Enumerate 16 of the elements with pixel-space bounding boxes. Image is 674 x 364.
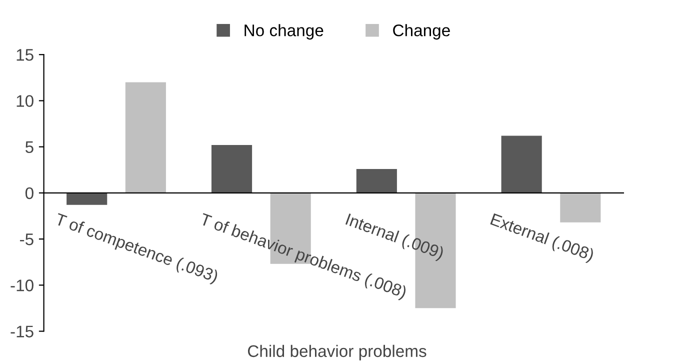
bar (356, 168, 397, 193)
bar (211, 144, 252, 193)
bar (125, 82, 166, 193)
y-tick-label: 0 (25, 187, 34, 200)
y-tick-label: -5 (20, 234, 34, 246)
bar (501, 136, 542, 193)
bar (560, 192, 601, 222)
y-tick-label: 10 (16, 95, 34, 107)
y-tick-label: -15 (10, 326, 34, 338)
bar (66, 192, 108, 205)
legend-label: Change (393, 24, 450, 40)
y-tick-label: -10 (10, 280, 34, 292)
x-axis-title: Child behavior problems (248, 344, 426, 360)
y-tick-label: 5 (25, 141, 34, 154)
legend-label: No change (244, 24, 324, 40)
y-tick-label: 15 (16, 49, 34, 61)
